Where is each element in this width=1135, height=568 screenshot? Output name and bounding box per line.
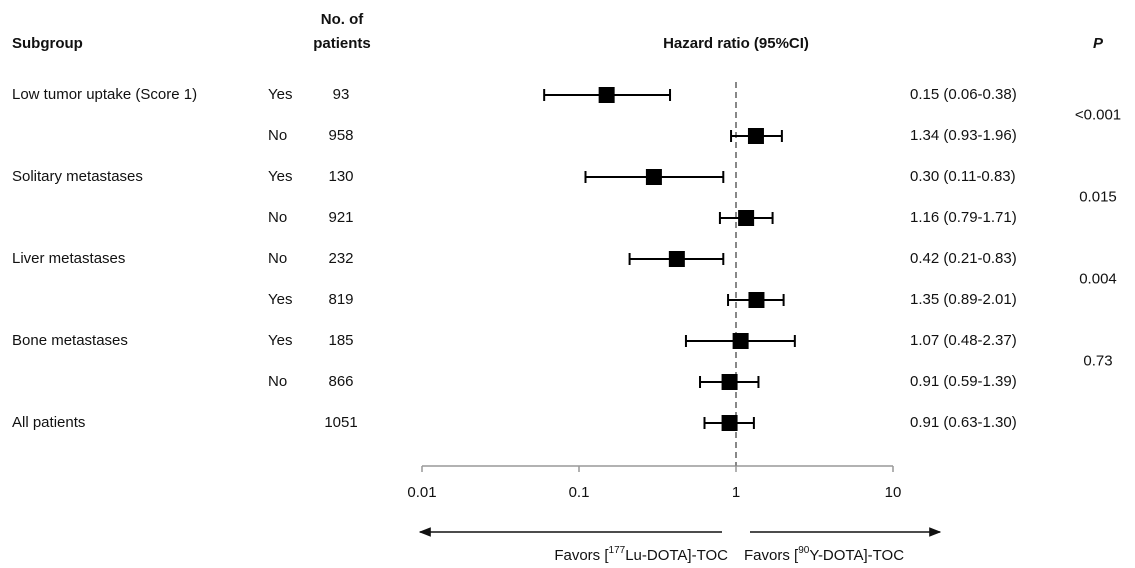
patient-count: 958 (328, 127, 353, 144)
hr-label: 1.35 (0.89-2.01) (910, 291, 1017, 308)
hr-label: 0.91 (0.63-1.30) (910, 414, 1017, 431)
patient-count: 921 (328, 209, 353, 226)
label-suffix: Lu-DOTA]-TOC (625, 547, 728, 564)
header-p: P (1093, 35, 1104, 52)
label-sup: 90 (798, 545, 810, 556)
hr-label: 1.16 (0.79-1.71) (910, 209, 1017, 226)
label-prefix: Favors [ (554, 547, 609, 564)
patient-count: 819 (328, 291, 353, 308)
patient-count: 866 (328, 373, 353, 390)
hr-label: 0.15 (0.06-0.38) (910, 86, 1017, 103)
level-label: No (268, 250, 287, 267)
hr-point (721, 415, 738, 431)
x-tick-label: 10 (885, 484, 902, 501)
level-label: No (268, 373, 287, 390)
p-value: 0.73 (1083, 352, 1112, 369)
x-tick-label: 0.01 (407, 484, 436, 501)
level-label: Yes (268, 168, 292, 185)
subgroup-label: Liver metastases (12, 250, 125, 267)
header-subgroup: Subgroup (12, 35, 83, 52)
hr-label: 1.34 (0.93-1.96) (910, 127, 1017, 144)
level-label: Yes (268, 86, 292, 103)
header-hr: Hazard ratio (95%CI) (663, 35, 809, 52)
hr-point (732, 333, 749, 349)
label-sup: 177 (609, 545, 626, 556)
patient-count: 1051 (324, 414, 357, 431)
label-prefix: Favors [ (744, 547, 799, 564)
label-suffix: Y-DOTA]-TOC (809, 547, 904, 564)
x-tick-label: 0.1 (569, 484, 590, 501)
hr-point (598, 87, 615, 103)
hr-point (747, 128, 764, 144)
right-label: Favors [90Y-DOTA]-TOC (744, 545, 904, 564)
level-label: No (268, 209, 287, 226)
header-n: patients (313, 35, 371, 52)
p-value: 0.015 (1079, 188, 1117, 205)
hr-label: 1.07 (0.48-2.37) (910, 332, 1017, 349)
hr-point (738, 210, 755, 226)
patient-count: 130 (328, 168, 353, 185)
left-label: Favors [177Lu-DOTA]-TOC (554, 545, 728, 564)
hr-label: 0.30 (0.11-0.83) (910, 168, 1016, 185)
hr-label: 0.42 (0.21-0.83) (910, 250, 1017, 267)
subgroup-label: Bone metastases (12, 332, 128, 349)
hr-point (645, 169, 662, 185)
level-label: Yes (268, 291, 292, 308)
header-n: No. of (321, 11, 364, 28)
patient-count: 93 (333, 86, 350, 103)
subgroup-label: All patients (12, 414, 85, 431)
hr-point (748, 292, 765, 308)
patient-count: 232 (328, 250, 353, 267)
hr-point (668, 251, 685, 267)
hr-label: 0.91 (0.59-1.39) (910, 373, 1017, 390)
x-tick-label: 1 (732, 484, 740, 501)
subgroup-label: Solitary metastases (12, 168, 143, 185)
hr-point (721, 374, 738, 390)
p-value: 0.004 (1079, 270, 1117, 287)
patient-count: 185 (328, 332, 353, 349)
level-label: Yes (268, 332, 292, 349)
p-value: <0.001 (1075, 106, 1121, 123)
subgroup-label: Low tumor uptake (Score 1) (12, 86, 197, 103)
level-label: No (268, 127, 287, 144)
